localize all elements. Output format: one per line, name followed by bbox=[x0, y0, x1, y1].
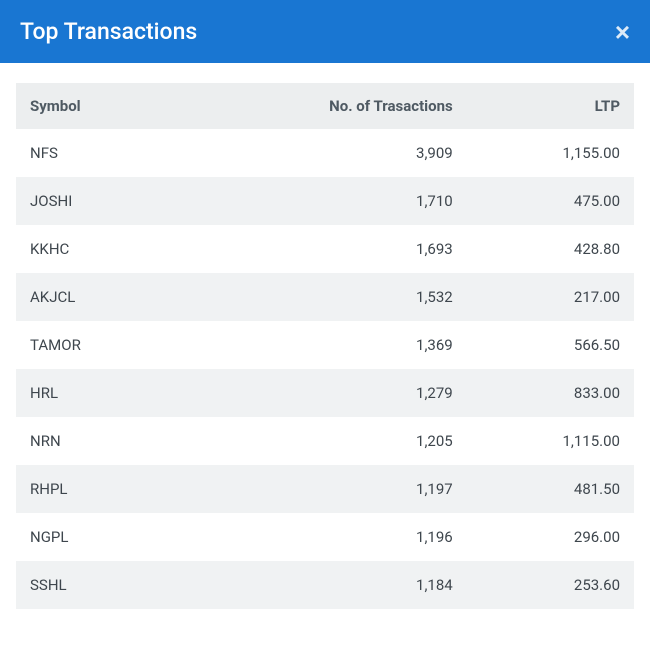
close-button[interactable]: × bbox=[615, 19, 630, 45]
cell-symbol: NRN bbox=[16, 417, 170, 465]
cell-ltp: 833.00 bbox=[467, 369, 634, 417]
cell-ltp: 475.00 bbox=[467, 177, 634, 225]
cell-ltp: 1,155.00 bbox=[467, 129, 634, 177]
cell-symbol: AKJCL bbox=[16, 273, 170, 321]
cell-transactions: 3,909 bbox=[170, 129, 466, 177]
cell-symbol: NGPL bbox=[16, 513, 170, 561]
cell-symbol: SSHL bbox=[16, 561, 170, 609]
table-row: TAMOR1,369566.50 bbox=[16, 321, 634, 369]
col-ltp: LTP bbox=[467, 83, 634, 129]
cell-ltp: 566.50 bbox=[467, 321, 634, 369]
cell-ltp: 296.00 bbox=[467, 513, 634, 561]
cell-transactions: 1,710 bbox=[170, 177, 466, 225]
cell-symbol: NFS bbox=[16, 129, 170, 177]
cell-transactions: 1,532 bbox=[170, 273, 466, 321]
table-row: HRL1,279833.00 bbox=[16, 369, 634, 417]
table-row: JOSHI1,710475.00 bbox=[16, 177, 634, 225]
cell-transactions: 1,184 bbox=[170, 561, 466, 609]
table-row: NFS3,9091,155.00 bbox=[16, 129, 634, 177]
table-row: RHPL1,197481.50 bbox=[16, 465, 634, 513]
cell-transactions: 1,205 bbox=[170, 417, 466, 465]
cell-symbol: RHPL bbox=[16, 465, 170, 513]
cell-ltp: 253.60 bbox=[467, 561, 634, 609]
cell-ltp: 217.00 bbox=[467, 273, 634, 321]
col-symbol: Symbol bbox=[16, 83, 170, 129]
col-transactions: No. of Trasactions bbox=[170, 83, 466, 129]
table-header-row: Symbol No. of Trasactions LTP bbox=[16, 83, 634, 129]
table-body: NFS3,9091,155.00JOSHI1,710475.00KKHC1,69… bbox=[16, 129, 634, 609]
transactions-table: Symbol No. of Trasactions LTP NFS3,9091,… bbox=[16, 83, 634, 609]
cell-symbol: JOSHI bbox=[16, 177, 170, 225]
cell-transactions: 1,369 bbox=[170, 321, 466, 369]
cell-ltp: 1,115.00 bbox=[467, 417, 634, 465]
cell-transactions: 1,196 bbox=[170, 513, 466, 561]
cell-transactions: 1,279 bbox=[170, 369, 466, 417]
cell-transactions: 1,197 bbox=[170, 465, 466, 513]
modal-header: Top Transactions × bbox=[0, 0, 650, 63]
table-row: SSHL1,184253.60 bbox=[16, 561, 634, 609]
cell-transactions: 1,693 bbox=[170, 225, 466, 273]
table-row: NRN1,2051,115.00 bbox=[16, 417, 634, 465]
cell-symbol: KKHC bbox=[16, 225, 170, 273]
modal-body: Symbol No. of Trasactions LTP NFS3,9091,… bbox=[0, 63, 650, 609]
cell-ltp: 481.50 bbox=[467, 465, 634, 513]
cell-ltp: 428.80 bbox=[467, 225, 634, 273]
cell-symbol: TAMOR bbox=[16, 321, 170, 369]
modal-title: Top Transactions bbox=[20, 18, 197, 45]
cell-symbol: HRL bbox=[16, 369, 170, 417]
top-transactions-modal: Top Transactions × Symbol No. of Trasact… bbox=[0, 0, 650, 609]
table-row: AKJCL1,532217.00 bbox=[16, 273, 634, 321]
table-row: KKHC1,693428.80 bbox=[16, 225, 634, 273]
table-row: NGPL1,196296.00 bbox=[16, 513, 634, 561]
